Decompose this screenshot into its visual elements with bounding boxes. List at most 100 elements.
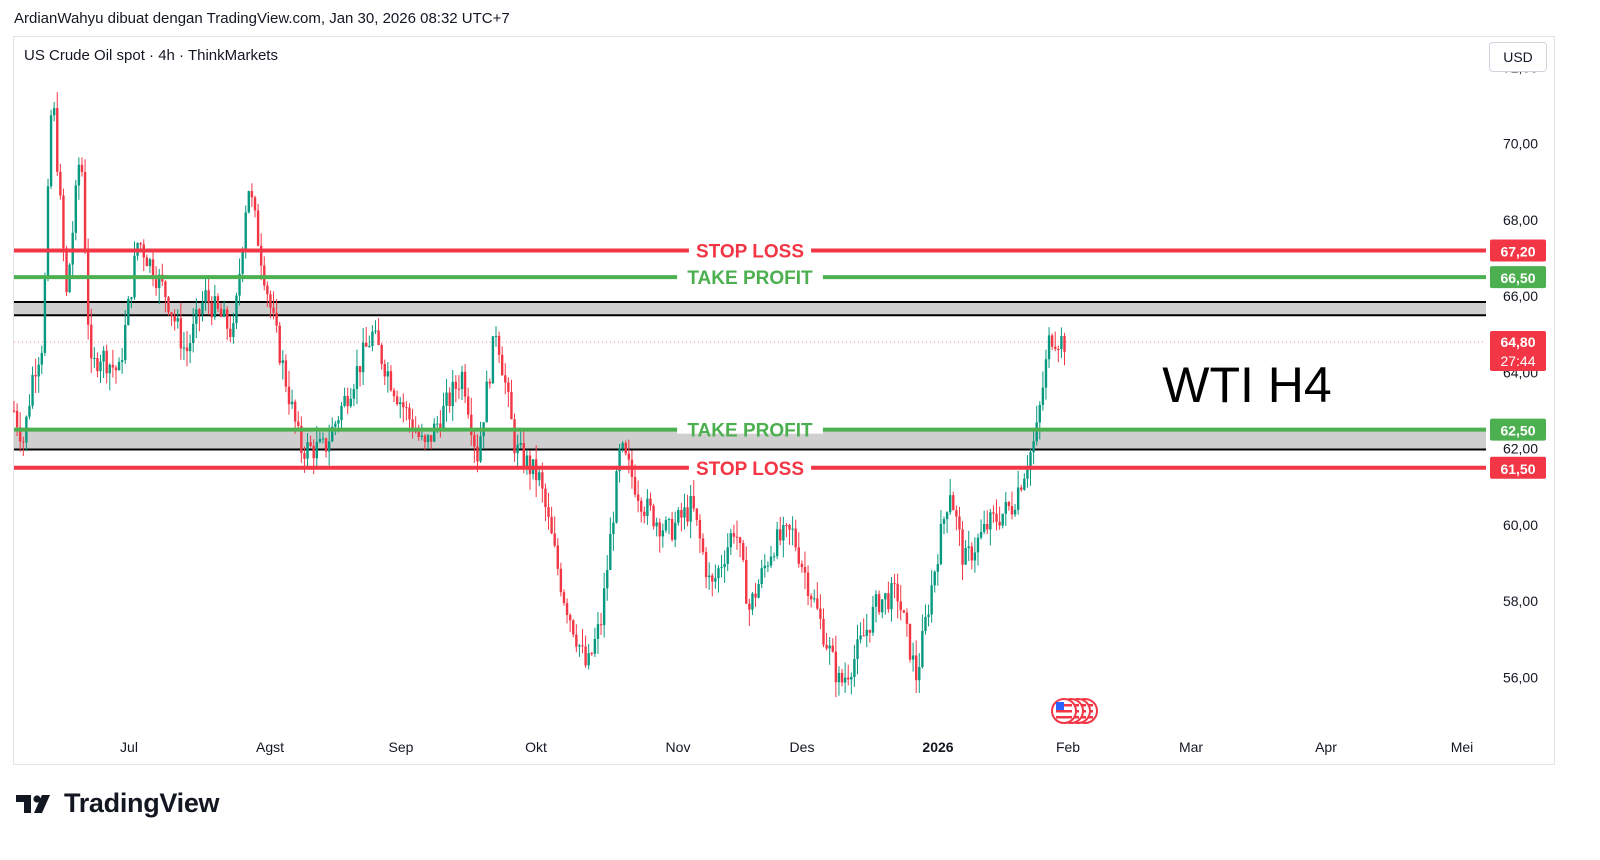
candle-body (488, 381, 492, 384)
candle-body (439, 423, 442, 431)
y-tick-label: 58,00 (1503, 593, 1538, 609)
candle-body (151, 259, 155, 280)
candle-body (955, 510, 958, 517)
candle-body (698, 520, 702, 539)
candle-body (222, 309, 226, 317)
candle-body (130, 297, 133, 299)
candle-body (56, 108, 59, 172)
x-tick-label: Apr (1315, 739, 1337, 755)
candle-body (575, 634, 578, 647)
candle-body (726, 547, 729, 564)
candle-body (420, 435, 424, 438)
candle-body (1029, 452, 1032, 470)
candle-body (361, 342, 365, 373)
candle-body (621, 442, 624, 449)
candle-body (1013, 509, 1017, 515)
economic-events-flag-icon[interactable] (1051, 698, 1098, 724)
symbol-legend[interactable]: US Crude Oil spot · 4h · ThinkMarkets (24, 47, 278, 64)
stop-loss-upper-price-tag (1490, 239, 1546, 262)
candle-body (173, 315, 176, 322)
tradingview-logo[interactable]: TradingView (16, 788, 220, 819)
candle-body (300, 425, 303, 454)
candle-body (405, 407, 408, 409)
candles (12, 92, 1066, 698)
candle-body (148, 259, 152, 267)
candle-body (454, 381, 458, 389)
candle-body (908, 623, 912, 660)
candle-body (105, 350, 108, 374)
candle-body (297, 421, 300, 426)
candle-body (1007, 502, 1011, 506)
candle-body (692, 495, 695, 509)
candle-body (992, 512, 995, 514)
candle-body (942, 519, 946, 524)
candle-body (124, 325, 127, 361)
candle-body (958, 516, 961, 530)
candle-body (114, 367, 118, 371)
candle-body (1026, 469, 1029, 479)
candle-body (210, 302, 213, 318)
candle-body (655, 522, 658, 527)
candle-body (556, 545, 559, 569)
candle-body (334, 423, 337, 427)
x-tick-label: Nov (666, 739, 691, 755)
candle-body (606, 570, 609, 589)
candle-body (244, 212, 247, 250)
tradingview-brand-text: TradingView (64, 788, 220, 818)
candle-body (825, 644, 828, 649)
candle-body (970, 546, 974, 561)
candle-body (624, 442, 627, 454)
resistance-zone-fill[interactable] (14, 301, 1486, 316)
candle-body (250, 191, 254, 198)
x-tick-label: 2026 (922, 739, 953, 755)
candle-body (1032, 441, 1035, 453)
candle-body (961, 529, 964, 565)
candle-body (448, 392, 451, 407)
candle-body (207, 290, 210, 303)
candle-body (973, 552, 977, 561)
candle-body (930, 585, 933, 615)
candle-body (120, 360, 124, 362)
candle-body (918, 667, 921, 681)
candle-body (426, 435, 430, 443)
candle-body (856, 639, 859, 659)
candle-body (877, 594, 881, 613)
candle-body (102, 350, 105, 362)
candle-body (683, 507, 686, 518)
candle-body (522, 443, 526, 469)
candle-body (445, 392, 448, 406)
candle-body (1016, 487, 1020, 510)
candle-body (40, 352, 44, 365)
candle-body (479, 436, 482, 462)
candle-body (402, 402, 405, 408)
x-tick-label: Jul (120, 739, 138, 755)
candle-body (772, 556, 776, 558)
candle-body (167, 297, 170, 313)
chart-pane[interactable] (13, 36, 1555, 765)
candle-body (513, 419, 516, 454)
candle-body (395, 396, 399, 405)
y-tick-label: 66,00 (1503, 288, 1538, 304)
candle-body (986, 523, 989, 530)
candle-body (636, 494, 640, 501)
currency-button[interactable]: USD (1489, 42, 1547, 72)
candle-body (170, 312, 173, 316)
support-zone-fill[interactable] (14, 429, 1486, 450)
candle-body (538, 472, 541, 481)
x-tick-label: Feb (1056, 739, 1080, 755)
candle-body (686, 507, 689, 522)
candle-body (1001, 513, 1004, 526)
chart-annotation-text[interactable]: WTI H4 (1162, 357, 1331, 413)
candle-body (1060, 335, 1063, 350)
stop-loss-lower-price-tag (1490, 456, 1546, 479)
candle-body (59, 171, 62, 196)
candle-body (788, 525, 791, 530)
stop-loss-upper-label-gap (688, 246, 812, 255)
candle-body (936, 564, 940, 572)
take-profit-lower-label: TAKE PROFIT (687, 421, 813, 442)
candle-body (74, 185, 77, 233)
candle-body (599, 624, 603, 626)
candle-body (266, 285, 269, 295)
take-profit-upper-price-tag (1490, 266, 1546, 289)
